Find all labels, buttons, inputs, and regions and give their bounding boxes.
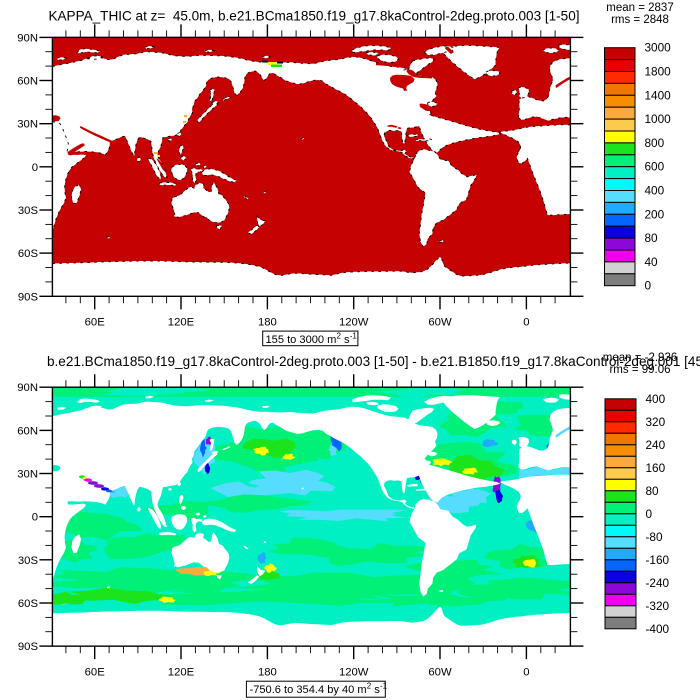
svg-text:240: 240 (646, 438, 666, 452)
svg-text:30S: 30S (18, 205, 39, 217)
svg-text:0: 0 (645, 279, 652, 293)
svg-text:-160: -160 (646, 553, 670, 567)
svg-text:30N: 30N (17, 469, 38, 481)
svg-text:-320: -320 (646, 599, 670, 613)
svg-text:180: 180 (258, 317, 277, 329)
svg-text:60W: 60W (428, 317, 452, 329)
svg-text:rms = 2848: rms = 2848 (611, 14, 669, 26)
svg-text:120W: 120W (339, 317, 369, 329)
svg-text:400: 400 (646, 392, 666, 406)
svg-text:0: 0 (32, 162, 38, 174)
svg-text:3000: 3000 (645, 41, 672, 55)
svg-text:60E: 60E (85, 317, 106, 329)
svg-text:200: 200 (645, 207, 665, 221)
svg-text:80: 80 (645, 231, 659, 245)
svg-text:KAPPA_THIC at z= 45.0m, b.e21: KAPPA_THIC at z= 45.0m, b.e21.BCma1850.f… (48, 9, 579, 24)
svg-text:-80: -80 (646, 530, 663, 544)
svg-text:80: 80 (646, 484, 660, 498)
svg-text:mean = 2837: mean = 2837 (606, 2, 673, 14)
svg-text:155 to 3000 m2 s-1: 155 to 3000 m2 s-1 (266, 332, 358, 346)
svg-text:60N: 60N (17, 76, 38, 88)
svg-text:120W: 120W (339, 666, 369, 678)
svg-text:60S: 60S (18, 598, 39, 610)
svg-text:0: 0 (32, 512, 38, 524)
svg-text:90N: 90N (17, 32, 38, 44)
svg-text:-750.6 to 354.4 by 40 m2 s-1: -750.6 to 354.4 by 40 m2 s-1 (250, 682, 388, 696)
svg-text:-240: -240 (646, 576, 670, 590)
svg-text:-400: -400 (646, 622, 670, 636)
svg-text:90N: 90N (17, 382, 38, 394)
svg-text:0: 0 (646, 507, 653, 521)
svg-text:60S: 60S (18, 248, 39, 260)
svg-text:30S: 30S (18, 555, 39, 567)
svg-text:1400: 1400 (645, 88, 672, 102)
svg-text:60E: 60E (85, 666, 106, 678)
svg-text:600: 600 (645, 160, 665, 174)
svg-text:120E: 120E (168, 317, 195, 329)
svg-text:1000: 1000 (645, 112, 672, 126)
svg-text:90S: 90S (18, 641, 39, 653)
svg-text:0: 0 (523, 666, 529, 678)
svg-text:60W: 60W (428, 666, 452, 678)
svg-text:400: 400 (645, 184, 665, 198)
svg-text:160: 160 (646, 461, 666, 475)
svg-text:60N: 60N (17, 425, 38, 437)
svg-text:40: 40 (645, 255, 659, 269)
svg-text:b.e21.BCma1850.f19_g17.8kaCont: b.e21.BCma1850.f19_g17.8kaControl-2deg.p… (47, 354, 700, 369)
svg-text:rms = 99.06: rms = 99.06 (609, 364, 670, 376)
svg-text:120E: 120E (168, 666, 195, 678)
svg-text:320: 320 (646, 415, 666, 429)
svg-text:mean = -2.936: mean = -2.936 (603, 352, 677, 364)
svg-text:30N: 30N (17, 119, 38, 131)
svg-text:90S: 90S (18, 291, 39, 303)
svg-text:0: 0 (523, 317, 529, 329)
svg-text:1800: 1800 (645, 65, 672, 79)
svg-text:180: 180 (258, 666, 277, 678)
svg-text:800: 800 (645, 136, 665, 150)
